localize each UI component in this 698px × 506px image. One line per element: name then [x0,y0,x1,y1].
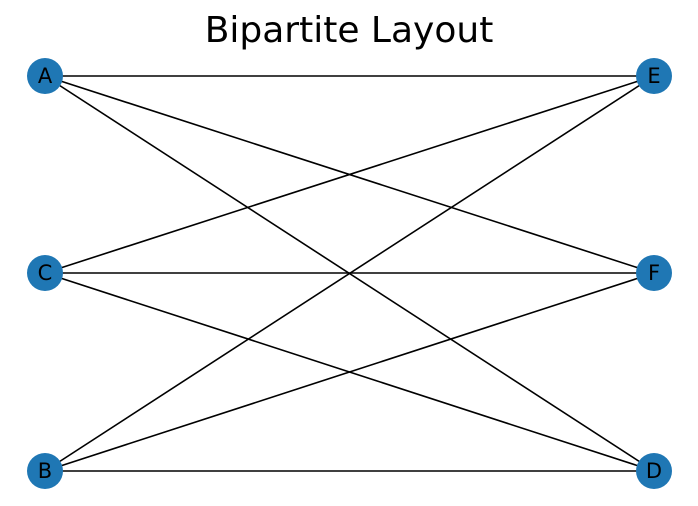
node-label-e: E [647,64,660,88]
node-label-c: C [38,261,53,285]
node-label-f: F [648,261,660,285]
edge-b-e [44,75,655,472]
node-label-d: D [646,459,662,483]
node-a: A [27,58,63,94]
node-e: E [636,58,672,94]
edge-c-e [44,75,655,274]
node-circle-a [27,58,63,94]
diagram-title: Bipartite Layout [204,10,494,51]
node-label-b: B [38,459,52,483]
node-label-a: A [38,64,53,88]
edge-layer [44,75,655,472]
node-circle-c [27,255,63,291]
node-b: B [27,453,63,489]
node-circle-f [636,255,672,291]
node-circle-d [636,453,672,489]
node-f: F [636,255,672,291]
node-layer: A C B E F D [27,58,672,489]
node-d: D [636,453,672,489]
node-c: C [27,255,63,291]
edge-b-f [44,272,655,472]
node-circle-b [27,453,63,489]
node-circle-e [636,58,672,94]
